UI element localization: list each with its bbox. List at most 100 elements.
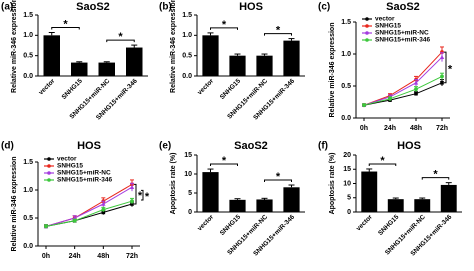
y-tick-label: 5 bbox=[188, 190, 192, 197]
legend-label: SNHG15 bbox=[57, 163, 83, 170]
bar bbox=[387, 199, 404, 212]
point bbox=[414, 87, 418, 92]
y-axis-label: Relative miR-346 expression bbox=[11, 157, 18, 252]
bar bbox=[256, 55, 273, 76]
significance-label: * bbox=[145, 191, 150, 203]
x-tick-label: vector bbox=[196, 77, 215, 96]
series-line bbox=[363, 82, 443, 106]
x-tick-label: vector bbox=[355, 213, 374, 232]
series-line bbox=[45, 186, 133, 227]
point bbox=[414, 91, 418, 96]
significance-bracket bbox=[368, 163, 397, 166]
significance-label: * bbox=[448, 63, 453, 75]
x-tick-label: vector bbox=[196, 213, 215, 232]
panel-label: (b) bbox=[159, 2, 172, 13]
x-tick-label: SNHG15 bbox=[377, 213, 401, 237]
significance-label: * bbox=[380, 155, 385, 167]
legend-marker bbox=[47, 171, 51, 175]
significance-label: * bbox=[63, 18, 68, 30]
y-tick-label: 5 bbox=[347, 195, 351, 202]
significance-bracket bbox=[264, 179, 292, 183]
y-tick-label: 1.0 bbox=[23, 187, 33, 194]
chart-title: SaoS2 bbox=[386, 1, 420, 13]
point bbox=[44, 224, 48, 229]
legend-marker bbox=[365, 24, 369, 28]
bar bbox=[283, 187, 300, 212]
y-axis-label: Relative miR-346 expression bbox=[170, 0, 177, 93]
y-tick-label: 0.0 bbox=[182, 73, 192, 80]
y-tick-label: 1.5 bbox=[23, 159, 33, 166]
point bbox=[101, 207, 106, 212]
point bbox=[101, 210, 106, 215]
y-tick-label: 0.5 bbox=[23, 53, 33, 60]
legend-marker bbox=[47, 157, 51, 161]
y-tick-label: 10 bbox=[343, 180, 351, 187]
x-tick-label: 0h bbox=[360, 125, 368, 132]
legend-label: SNHG15 bbox=[375, 23, 401, 30]
bar bbox=[283, 40, 300, 76]
y-tick-label: 0.5 bbox=[182, 53, 192, 60]
panel-label: (d) bbox=[1, 141, 14, 152]
y-axis-label: Apoptosis rate (%) bbox=[329, 153, 336, 215]
significance-bracket bbox=[210, 163, 238, 167]
legend-label: vector bbox=[375, 16, 395, 23]
x-tick-label: 24h bbox=[69, 253, 81, 260]
x-tick-label: SNHG15 bbox=[61, 77, 85, 101]
significance-label: * bbox=[118, 31, 123, 43]
bar bbox=[256, 199, 273, 212]
series-line bbox=[363, 56, 443, 106]
y-tick-label: 1.0 bbox=[341, 51, 351, 58]
legend-marker bbox=[47, 178, 51, 182]
point bbox=[440, 81, 444, 85]
y-tick-label: 0.0 bbox=[23, 243, 33, 250]
significance-label: * bbox=[222, 155, 227, 167]
legend-marker bbox=[47, 164, 51, 168]
significance-label: * bbox=[433, 169, 438, 181]
y-tick-label: 15 bbox=[184, 152, 192, 159]
y-axis-label: Relative miR-346 expression bbox=[329, 23, 336, 118]
y-tick-label: 0.0 bbox=[341, 115, 351, 122]
bar bbox=[202, 172, 219, 212]
point bbox=[101, 201, 106, 206]
significance-label: * bbox=[138, 190, 143, 202]
series-line bbox=[363, 75, 443, 106]
x-tick-label: 24h bbox=[384, 125, 396, 132]
x-tick-label: vector bbox=[38, 77, 57, 96]
bar bbox=[126, 47, 143, 76]
chart-title: HOS bbox=[397, 140, 421, 152]
legend-label: vector bbox=[57, 156, 77, 163]
y-tick-label: 0 bbox=[347, 209, 351, 216]
x-tick-label: 72h bbox=[436, 125, 448, 132]
panel-label: (a) bbox=[1, 2, 13, 13]
bar bbox=[414, 199, 431, 212]
significance-bracket bbox=[51, 26, 80, 30]
significance-label: * bbox=[222, 19, 227, 31]
bar bbox=[229, 199, 246, 212]
legend-label: SNHG15+miR-346 bbox=[375, 37, 430, 44]
significance-label: * bbox=[276, 24, 281, 36]
significance-bracket bbox=[141, 189, 144, 201]
point bbox=[362, 103, 366, 108]
legend-label: SNHG15+miR-NC bbox=[375, 30, 429, 37]
y-tick-label: 10 bbox=[184, 171, 192, 178]
legend-marker bbox=[365, 31, 369, 35]
panel-label: (e) bbox=[159, 141, 171, 152]
y-axis-label: Relative miR-346 expression bbox=[11, 0, 18, 93]
y-tick-label: 1.5 bbox=[182, 12, 192, 19]
legend-label: SNHG15+miR-NC bbox=[57, 170, 111, 177]
bar bbox=[229, 55, 246, 76]
point bbox=[129, 185, 135, 189]
chart-title: HOS bbox=[77, 140, 101, 152]
legend-label: SNHG15+miR-346 bbox=[57, 177, 112, 184]
x-tick-label: 0h bbox=[42, 253, 50, 260]
y-axis-label: Apoptosis rate (%) bbox=[170, 153, 177, 215]
significance-bracket bbox=[264, 33, 292, 36]
bar bbox=[361, 171, 378, 212]
y-tick-label: 15 bbox=[343, 166, 351, 173]
x-tick-label: 48h bbox=[410, 125, 422, 132]
bar bbox=[43, 35, 60, 76]
significance-bracket bbox=[106, 39, 135, 43]
y-tick-label: 0.0 bbox=[23, 73, 33, 80]
x-tick-label: SNHG15 bbox=[219, 77, 243, 101]
